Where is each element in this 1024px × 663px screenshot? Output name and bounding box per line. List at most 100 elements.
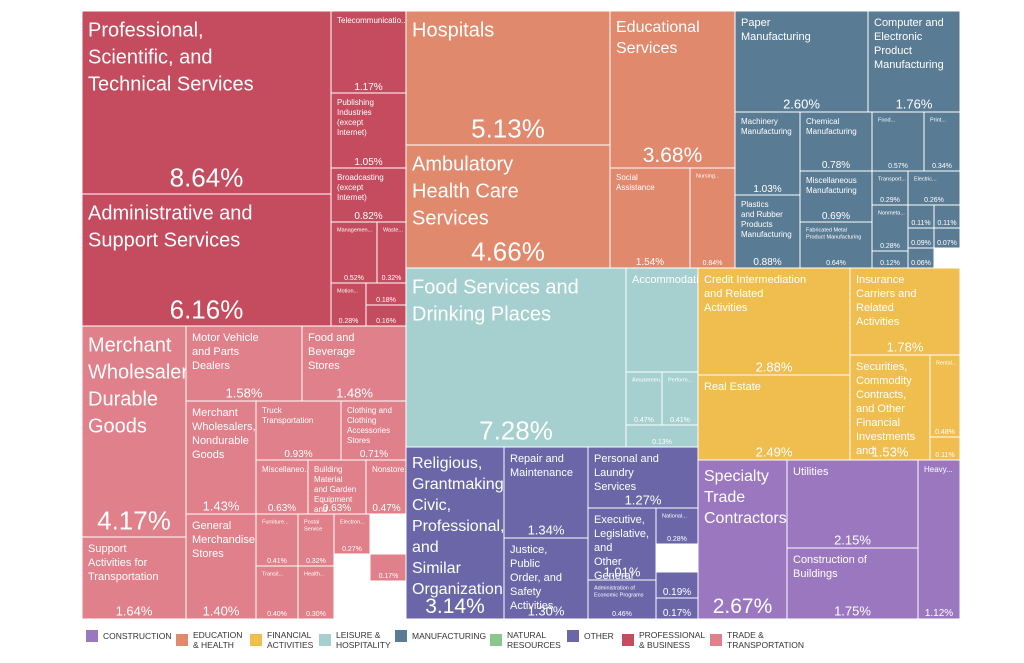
industry-value: 0.12%	[880, 260, 900, 267]
treemap-cell: Administration of Economic Programs 0.46%	[587, 579, 657, 620]
treemap-cell-rect	[185, 513, 257, 620]
industry-value: 1.34%	[528, 522, 565, 537]
industry-value: 4.66%	[471, 237, 545, 267]
treemap-cell-rect	[333, 513, 371, 555]
industry-value: 0.27%	[342, 546, 362, 553]
treemap-cell-rect	[297, 513, 335, 567]
industry-label: Health...	[304, 572, 325, 578]
industry-value: 0.17%	[379, 573, 399, 580]
industry-value: 1.64%	[116, 603, 153, 618]
industry-label: Computer and Electronic Product Manufacturi…	[874, 17, 944, 71]
industry-value: 0.19%	[663, 587, 691, 598]
industry-value: 1.27%	[625, 492, 662, 507]
legend-swatch	[319, 634, 331, 646]
treemap-cell: Electron... 0.27%	[333, 513, 371, 555]
treemap-cell-rect	[330, 10, 407, 94]
industry-value: 1.48%	[336, 385, 373, 400]
industry-label: Specialty Trade Contractors	[704, 468, 787, 527]
industry-label: Print...	[930, 118, 946, 124]
treemap-cell-rect	[923, 111, 961, 172]
treemap-cell-rect	[697, 374, 851, 461]
treemap-cell: 0.07%	[933, 227, 961, 249]
industry-value: 0.48%	[935, 429, 955, 436]
treemap-cell-rect	[255, 513, 299, 567]
treemap-cell-rect	[734, 194, 801, 269]
treemap-cell: Professional, Scientific, and Technical Se…	[81, 10, 332, 195]
industry-label: Food and Beverage Stores	[308, 332, 355, 372]
industry-value: 2.49%	[756, 444, 793, 459]
industry-value: 2.15%	[834, 532, 871, 547]
treemap-cell-rect	[340, 400, 408, 461]
legend-swatch	[395, 630, 407, 642]
industry-label: Managemen...	[337, 228, 373, 234]
treemap-cell: Perform... 0.41%	[661, 371, 699, 426]
treemap-cell-rect	[405, 144, 611, 269]
treemap-cell-rect	[849, 267, 961, 356]
legend-label: TRADE & TRANSPORTATION	[727, 630, 804, 650]
industry-value: 0.11%	[911, 220, 930, 227]
industry-value: 0.82%	[354, 211, 382, 222]
legend-swatch	[176, 634, 188, 646]
industry-label: Merchant Wholesalers, Nondurable Goods	[192, 407, 256, 461]
treemap-cell: 0.06%	[907, 247, 935, 269]
treemap-cell: Transport... 0.29%	[871, 170, 909, 206]
industry-label: Miscellaneous Manufacturing	[806, 176, 857, 195]
treemap-cell: Chemical Manufacturing 0.78%	[799, 111, 873, 172]
industry-value: 0.63%	[323, 503, 351, 514]
industry-value: 0.93%	[284, 449, 312, 460]
industry-label: Support Activities for Transportation	[88, 543, 159, 583]
industry-label: Waste...	[383, 228, 403, 234]
industry-value: 0.13%	[652, 439, 672, 446]
industry-value: 0.78%	[822, 160, 850, 171]
treemap-cell: Clothing and Clothing Accessories Stores 0.7…	[340, 400, 408, 461]
industry-label: Transport...	[878, 177, 906, 183]
industry-label: Rental...	[936, 361, 957, 367]
industry-value: 1.17%	[354, 82, 382, 93]
industry-value: 0.11%	[935, 452, 954, 459]
treemap-cell-rect	[867, 10, 961, 113]
treemap-cell: Heavy... 1.12%	[917, 459, 961, 620]
treemap-cell: 0.17%	[369, 553, 408, 582]
treemap-cell: Miscellaneo... 0.63%	[255, 459, 311, 515]
industry-value: 2.60%	[783, 96, 820, 111]
treemap-cell-rect	[81, 10, 332, 195]
legend-item-natural-resources: NATURAL RESOURCES	[490, 630, 561, 650]
treemap-cell-rect	[734, 111, 801, 196]
legend-item-other: OTHER	[567, 630, 614, 642]
industry-value: 0.30%	[306, 611, 326, 618]
industry-label: Telecommunicatio...	[337, 16, 408, 25]
industry-label: Merchant Wholesalers, Durable Goods	[88, 335, 204, 438]
treemap-cell-rect	[330, 92, 407, 169]
treemap-cell: 0.19%	[655, 571, 699, 599]
legend-label: FINANCIAL ACTIVITIES	[267, 630, 314, 650]
treemap-cell: Hospitals 5.13%	[405, 10, 611, 146]
industry-value: 0.17%	[663, 608, 691, 619]
industry-value: 0.28%	[339, 318, 359, 325]
treemap-cell: 0.16%	[365, 304, 407, 327]
industry-value: 1.01%	[604, 564, 641, 579]
industry-label: Utilities	[793, 466, 829, 478]
industry-value: 0.64%	[826, 260, 846, 267]
treemap-cell: Support Activities for Transportation 1.64%	[81, 536, 187, 620]
industry-value: 0.06%	[911, 260, 931, 267]
treemap-cell: 0.11%	[933, 204, 961, 229]
industry-value: 0.29%	[880, 197, 900, 204]
treemap-cell-rect	[799, 170, 873, 223]
legend-item-leisure-hospitality: LEISURE & HOSPITALITY	[319, 630, 391, 650]
industry-label: Miscellaneo...	[262, 465, 311, 474]
treemap-cell: Credit Intermediation and Related Activiti…	[697, 267, 851, 376]
industry-label: Chemical Manufacturing	[806, 117, 857, 136]
industry-label: Administrative and Support Services	[88, 203, 253, 252]
industry-value: 0.09%	[911, 240, 931, 247]
treemap-cell: Food Services and Drinking Places 7.28%	[405, 267, 627, 448]
industry-label: Food...	[878, 118, 896, 124]
treemap-cell: Food... 0.57%	[871, 111, 925, 172]
treemap-cell-rect	[587, 446, 699, 509]
industry-label: Hospitals	[412, 20, 494, 42]
treemap-cell-rect	[81, 193, 332, 327]
industry-label: Administration of Economic Programs	[594, 586, 644, 599]
industry-label: Motor Vehicle and Parts Dealers	[192, 332, 259, 372]
industry-label: Construction of Buildings	[793, 554, 868, 580]
industry-value: 0.32%	[382, 275, 402, 282]
